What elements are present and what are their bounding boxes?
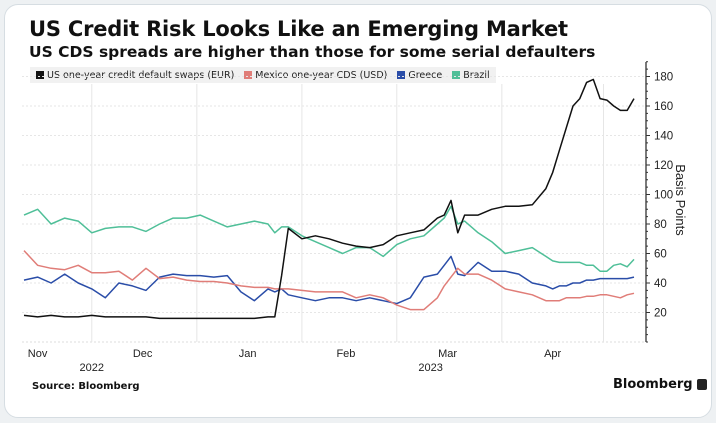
brand-name: Bloomberg bbox=[613, 377, 693, 392]
y-tick-label: 160 bbox=[654, 101, 673, 113]
series-line-us bbox=[23, 78, 635, 320]
x-tick-label: Nov bbox=[28, 348, 48, 360]
y-tick-label: 20 bbox=[654, 308, 667, 320]
bloomberg-brand: Bloomberg bbox=[613, 377, 707, 392]
legend-label: Greece bbox=[408, 69, 443, 81]
chart-legend: US one-year credit default swaps (EUR) M… bbox=[30, 67, 496, 83]
legend-swatch bbox=[244, 71, 253, 79]
x-tick-label: Mar bbox=[438, 348, 457, 360]
y-tick-label: 100 bbox=[654, 190, 673, 202]
legend-item-us: US one-year credit default swaps (EUR) bbox=[36, 70, 234, 81]
legend-swatch bbox=[36, 71, 44, 79]
legend-swatch bbox=[452, 71, 461, 79]
x-tick-label: Dec bbox=[133, 348, 153, 360]
legend-item-mexico: Mexico one-year CDS (USD) bbox=[244, 70, 387, 81]
legend-item-brazil: Brazil bbox=[452, 70, 490, 81]
chart-subtitle: US CDS spreads are higher than those for… bbox=[29, 43, 596, 61]
y-tick-label: 80 bbox=[654, 219, 667, 231]
y-tick-label: 40 bbox=[654, 278, 667, 290]
chart-title: US Credit Risk Looks Like an Emerging Ma… bbox=[29, 17, 568, 41]
series-line-brazil bbox=[23, 205, 635, 272]
legend-label: Brazil bbox=[463, 69, 490, 81]
x-year-label: 2022 bbox=[80, 362, 104, 374]
bloomberg-logo-icon bbox=[696, 379, 707, 390]
legend-swatch bbox=[397, 71, 406, 79]
chart-card: US Credit Risk Looks Like an Emerging Ma… bbox=[4, 4, 712, 418]
x-tick-label: Jan bbox=[239, 348, 257, 360]
series-line-greece bbox=[23, 255, 635, 305]
legend-label: US one-year credit default swaps (EUR) bbox=[47, 69, 235, 81]
legend-item-greece: Greece bbox=[397, 70, 442, 81]
y-axis-title: Basis Points bbox=[673, 164, 688, 236]
x-tick-label: Apr bbox=[544, 348, 561, 360]
source-note: Source: Bloomberg bbox=[32, 381, 140, 392]
y-tick-label: 180 bbox=[654, 72, 673, 84]
y-tick-label: 140 bbox=[654, 131, 673, 143]
y-tick-label: 60 bbox=[654, 249, 667, 261]
y-tick-label: 120 bbox=[654, 160, 673, 172]
x-year-label: 2023 bbox=[418, 362, 442, 374]
legend-label: Mexico one-year CDS (USD) bbox=[255, 69, 388, 81]
series-line-mexico bbox=[23, 250, 635, 311]
x-tick-label: Feb bbox=[336, 348, 355, 360]
